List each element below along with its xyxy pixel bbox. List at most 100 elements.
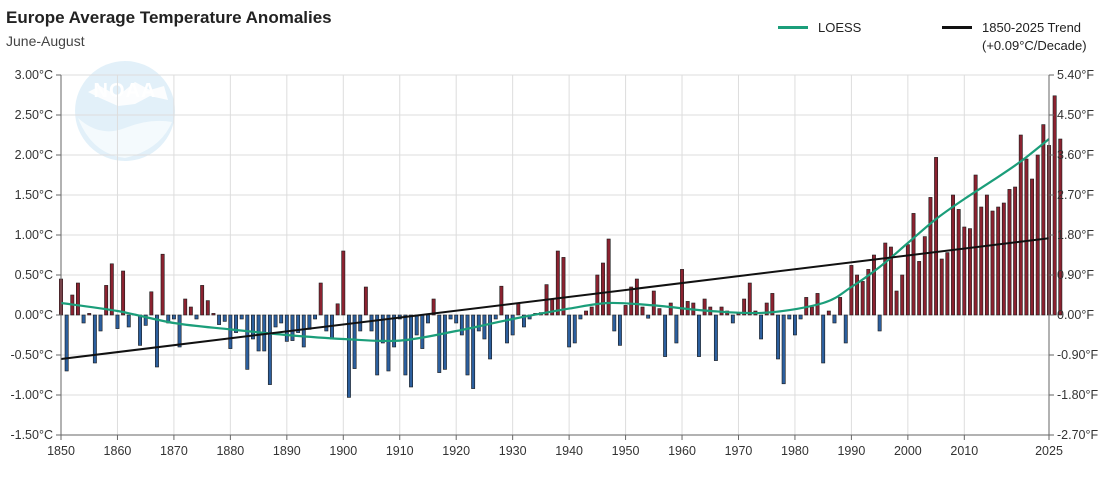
x-tick-label: 1920 bbox=[442, 444, 470, 458]
anomaly-bar bbox=[188, 306, 193, 316]
anomaly-bar bbox=[346, 314, 351, 398]
legend-item-loess[interactable]: LOESS bbox=[778, 19, 861, 37]
anomaly-bar bbox=[1030, 178, 1035, 316]
anomaly-bar bbox=[471, 314, 476, 389]
anomaly-bar bbox=[855, 274, 859, 316]
y-left-tick-label: 0.00°C bbox=[15, 308, 53, 322]
anomaly-bar bbox=[92, 314, 97, 364]
anomaly-bar bbox=[155, 314, 159, 368]
anomaly-bar bbox=[1001, 202, 1006, 316]
anomaly-bar bbox=[1058, 138, 1063, 316]
x-tick-label: 2010 bbox=[950, 444, 978, 458]
anomaly-bar bbox=[894, 290, 899, 316]
anomaly-bar bbox=[143, 314, 148, 326]
anomaly-bar bbox=[567, 314, 572, 348]
anomaly-bar bbox=[798, 314, 803, 320]
anomaly-bar bbox=[426, 314, 430, 324]
anomaly-bar bbox=[832, 314, 837, 324]
anomaly-bar bbox=[465, 314, 470, 376]
anomaly-bar bbox=[380, 314, 385, 344]
anomaly-bar bbox=[301, 314, 306, 348]
anomaly-bar bbox=[126, 314, 131, 328]
anomaly-bar bbox=[968, 228, 972, 316]
anomaly-bar bbox=[888, 246, 893, 316]
trend-swatch bbox=[942, 26, 972, 29]
anomaly-bar bbox=[905, 244, 910, 316]
x-tick-label: 2000 bbox=[894, 444, 922, 458]
anomaly-bar bbox=[109, 263, 114, 316]
grid-lines bbox=[60, 74, 1050, 436]
x-tick-label: 1860 bbox=[104, 444, 132, 458]
y-left-tick-label: 2.50°C bbox=[15, 108, 53, 122]
anomaly-bar bbox=[872, 254, 876, 316]
anomaly-bar bbox=[420, 314, 425, 349]
x-tick-label: 1990 bbox=[837, 444, 865, 458]
y-left-tick-label: -1.00°C bbox=[10, 388, 53, 402]
anomaly-bar bbox=[697, 314, 701, 357]
anomaly-bar bbox=[476, 314, 481, 332]
anomaly-bar bbox=[171, 314, 176, 320]
anomaly-bar bbox=[990, 210, 995, 316]
anomaly-bars bbox=[59, 95, 1063, 398]
anomaly-bar bbox=[273, 314, 278, 328]
anomaly-bar bbox=[228, 314, 233, 349]
anomaly-bar bbox=[403, 314, 408, 376]
x-tick-label: 1850 bbox=[47, 444, 75, 458]
anomaly-bar bbox=[318, 282, 323, 316]
anomaly-bar bbox=[183, 298, 188, 316]
x-tick-label: 1960 bbox=[668, 444, 696, 458]
anomaly-bar bbox=[493, 314, 498, 320]
anomaly-bar bbox=[663, 314, 668, 357]
anomaly-bar bbox=[454, 314, 459, 324]
anomaly-bar bbox=[668, 302, 673, 316]
anomaly-bar bbox=[849, 265, 854, 316]
anomaly-bar bbox=[414, 314, 419, 336]
anomaly-bar bbox=[1018, 134, 1023, 316]
y-right-tick-label: 3.60°F bbox=[1057, 148, 1094, 162]
anomaly-bar bbox=[211, 313, 216, 316]
legend-item-trend[interactable]: 1850-2025 Trend (+0.09°C/Decade) bbox=[942, 19, 1087, 55]
anomaly-bar bbox=[251, 314, 255, 340]
anomaly-bar bbox=[973, 174, 978, 316]
x-tick-label: 1870 bbox=[160, 444, 188, 458]
anomaly-bar bbox=[951, 194, 955, 316]
anomaly-bar bbox=[674, 314, 679, 344]
x-tick-label: 1970 bbox=[725, 444, 753, 458]
anomaly-bar bbox=[612, 314, 617, 332]
anomaly-bar bbox=[488, 314, 493, 360]
anomaly-bar bbox=[945, 252, 950, 316]
anomaly-bar bbox=[866, 269, 871, 316]
anomaly-bar bbox=[290, 314, 295, 341]
anomaly-bar bbox=[595, 274, 600, 316]
anomaly-bar bbox=[267, 314, 272, 385]
anomaly-bar bbox=[1024, 158, 1029, 316]
anomaly-bar bbox=[234, 314, 238, 333]
anomaly-bar bbox=[1035, 154, 1040, 316]
anomaly-bar bbox=[448, 314, 453, 320]
anomaly-bar bbox=[352, 314, 357, 369]
anomaly-bar bbox=[1052, 95, 1057, 316]
anomaly-bar bbox=[680, 269, 684, 316]
anomaly-bar bbox=[149, 291, 154, 316]
y-left-tick-label: 0.50°C bbox=[15, 268, 53, 282]
legend-label-trend: 1850-2025 Trend (+0.09°C/Decade) bbox=[982, 19, 1087, 55]
anomaly-bar bbox=[742, 298, 747, 316]
y-right-tick-label: -2.70°F bbox=[1057, 428, 1098, 442]
anomaly-bar bbox=[640, 306, 645, 316]
y-right-tick-label: 2.70°F bbox=[1057, 188, 1094, 202]
anomaly-bar bbox=[747, 282, 752, 316]
anomaly-bar bbox=[522, 314, 526, 328]
anomaly-bar bbox=[459, 314, 464, 336]
anomaly-bar bbox=[922, 236, 927, 316]
noaa-logo-text: NOAA bbox=[94, 80, 157, 102]
y-left-tick-label: 1.00°C bbox=[15, 228, 53, 242]
anomaly-bar bbox=[996, 206, 1001, 316]
x-tick-label: 1880 bbox=[216, 444, 244, 458]
anomaly-bar bbox=[75, 282, 80, 316]
anomaly-bar bbox=[759, 314, 764, 340]
anomaly-bar bbox=[279, 314, 284, 324]
chart-title: Europe Average Temperature Anomalies bbox=[6, 8, 332, 27]
anomaly-bar bbox=[572, 314, 577, 344]
anomaly-bar bbox=[341, 250, 346, 316]
anomaly-bar bbox=[375, 314, 380, 376]
